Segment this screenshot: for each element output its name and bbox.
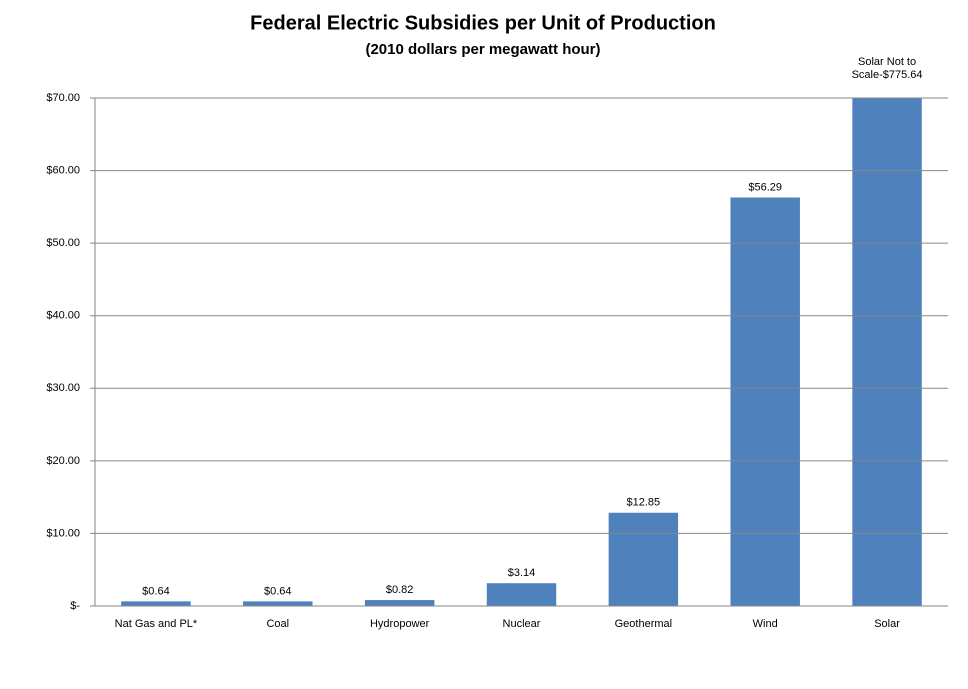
data-label: $3.14 [508,567,536,579]
y-tick-label: $20.00 [46,455,80,467]
y-tick-label: $70.00 [46,92,80,104]
bar [486,583,557,606]
x-tick-label: Wind [753,618,778,630]
data-label: $0.82 [386,584,414,596]
y-tick-label: $40.00 [46,310,80,322]
chart-title: Federal Electric Subsidies per Unit of P… [250,12,716,34]
bar [121,601,191,606]
bar [608,512,679,606]
plot-area [121,98,922,606]
y-tick-label: $50.00 [46,237,80,249]
chart-subtitle: (2010 dollars per megawatt hour) [365,41,600,58]
data-label-box: Solar Not to Scale-$775.64 [851,56,923,81]
bar [730,197,800,606]
bar [243,601,313,606]
y-tick-label: $- [70,600,80,612]
x-tick-label: Geothermal [615,618,672,630]
data-label: $0.64 [264,585,292,597]
data-label: $56.29 [748,181,782,193]
data-label: $0.64 [142,585,170,597]
data-label: Solar Not to Scale-$775.64 [851,56,923,81]
bar [364,600,435,606]
x-tick-label: Nuclear [503,618,541,630]
x-tick-label: Solar [874,618,900,630]
y-tick-label: $60.00 [46,164,80,176]
x-tick-label: Hydropower [370,618,430,630]
y-tick-label: $30.00 [46,382,80,394]
x-tick-label: Nat Gas and PL* [115,618,198,630]
bar [852,98,922,606]
y-tick-label: $10.00 [46,527,80,539]
x-tick-label: Coal [266,618,289,630]
data-label: $12.85 [627,497,661,509]
